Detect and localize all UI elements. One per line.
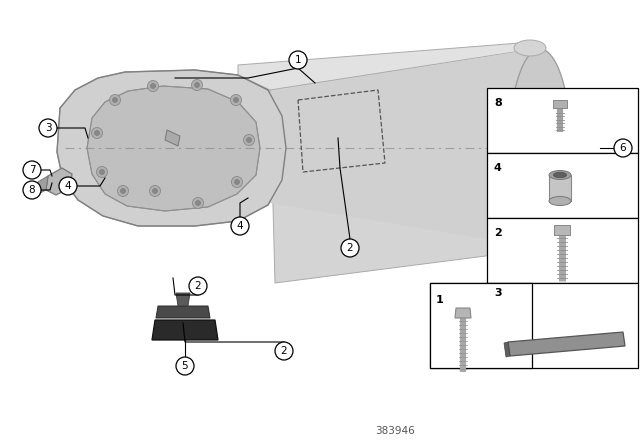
Ellipse shape <box>554 172 566 178</box>
Text: 2: 2 <box>347 243 353 253</box>
Polygon shape <box>152 320 218 340</box>
Text: 3: 3 <box>45 123 51 133</box>
Circle shape <box>586 134 614 162</box>
Circle shape <box>275 342 293 360</box>
FancyBboxPatch shape <box>430 283 532 368</box>
Polygon shape <box>87 86 260 211</box>
Circle shape <box>150 185 161 197</box>
Polygon shape <box>176 293 190 306</box>
Text: 8: 8 <box>29 185 35 195</box>
Circle shape <box>147 81 159 91</box>
Text: 2: 2 <box>494 228 502 238</box>
Circle shape <box>99 169 104 175</box>
Circle shape <box>234 180 239 185</box>
Text: 4: 4 <box>65 181 71 191</box>
Circle shape <box>176 357 194 375</box>
Circle shape <box>234 98 239 103</box>
Circle shape <box>592 140 608 156</box>
Circle shape <box>59 177 77 195</box>
Circle shape <box>195 201 200 206</box>
Circle shape <box>193 198 204 208</box>
Circle shape <box>109 95 120 105</box>
FancyBboxPatch shape <box>487 218 638 283</box>
Text: 1: 1 <box>294 55 301 65</box>
Polygon shape <box>36 176 48 195</box>
Circle shape <box>191 79 202 90</box>
Polygon shape <box>57 70 286 226</box>
Circle shape <box>23 161 41 179</box>
Circle shape <box>97 167 108 177</box>
Circle shape <box>152 189 157 194</box>
Text: 5: 5 <box>182 361 188 371</box>
Circle shape <box>120 189 125 194</box>
Circle shape <box>150 83 156 89</box>
Polygon shape <box>508 332 625 356</box>
Ellipse shape <box>509 49 571 247</box>
Text: 1: 1 <box>436 295 444 305</box>
Circle shape <box>118 185 129 197</box>
Circle shape <box>614 139 632 157</box>
Circle shape <box>189 277 207 295</box>
Text: 2: 2 <box>281 346 287 356</box>
Ellipse shape <box>549 197 571 206</box>
Polygon shape <box>165 130 180 146</box>
Polygon shape <box>262 48 540 248</box>
Circle shape <box>23 181 41 199</box>
Text: 4: 4 <box>237 221 243 231</box>
Polygon shape <box>504 342 510 357</box>
Circle shape <box>113 98 118 103</box>
Circle shape <box>39 119 57 137</box>
Circle shape <box>195 82 200 87</box>
FancyBboxPatch shape <box>487 153 638 218</box>
FancyBboxPatch shape <box>430 283 638 368</box>
Circle shape <box>231 217 249 235</box>
Circle shape <box>232 177 243 188</box>
Circle shape <box>246 138 252 142</box>
Text: 6: 6 <box>620 143 627 153</box>
Text: 2: 2 <box>195 281 202 291</box>
Text: 7: 7 <box>29 165 35 175</box>
Polygon shape <box>455 308 471 318</box>
Text: 8: 8 <box>494 98 502 108</box>
Polygon shape <box>46 168 72 195</box>
Ellipse shape <box>514 40 546 56</box>
Circle shape <box>95 130 99 135</box>
Polygon shape <box>156 306 210 318</box>
Text: 4: 4 <box>494 163 502 173</box>
Polygon shape <box>554 225 570 235</box>
Circle shape <box>92 128 102 138</box>
Circle shape <box>243 134 255 146</box>
Circle shape <box>230 95 241 105</box>
FancyBboxPatch shape <box>487 88 638 153</box>
Polygon shape <box>238 43 535 113</box>
Polygon shape <box>549 175 571 201</box>
Ellipse shape <box>549 171 571 180</box>
Polygon shape <box>553 100 567 108</box>
Text: 3: 3 <box>494 288 502 298</box>
Text: 383946: 383946 <box>375 426 415 436</box>
Polygon shape <box>270 48 548 283</box>
Circle shape <box>289 51 307 69</box>
Circle shape <box>341 239 359 257</box>
